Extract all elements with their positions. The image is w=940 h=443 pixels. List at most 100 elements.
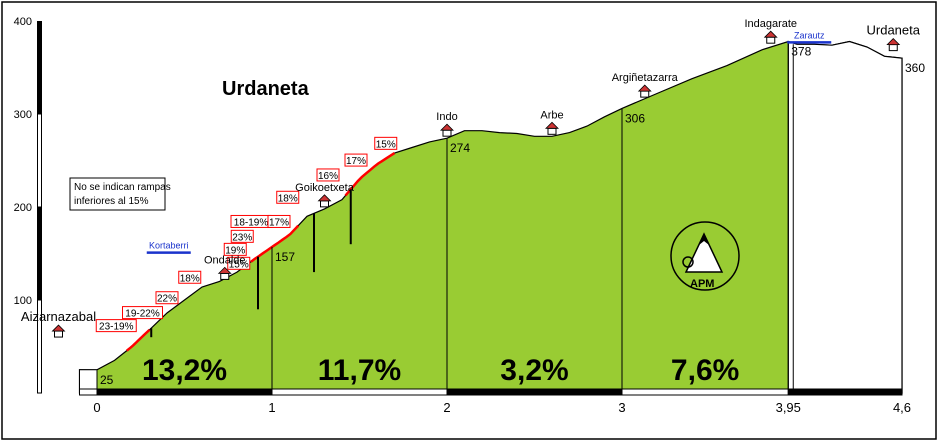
- ramp-label-box: [230, 229, 254, 243]
- ramp-label-text: 19%: [225, 245, 245, 256]
- ramp-label-box: [95, 319, 137, 333]
- place-marker: Goikoetxeta: [295, 182, 355, 208]
- place-name: Argiñetazarra: [612, 72, 679, 84]
- ramp-label-box: [155, 291, 179, 305]
- elevation-label: 25: [100, 373, 114, 387]
- x-scale-bar: [79, 388, 903, 396]
- house-roof-icon: [637, 84, 652, 92]
- x-tick-label: 3,95: [776, 400, 801, 415]
- ramp-label-text: 18-19%: [234, 217, 269, 228]
- ramp-label-text: 15%: [376, 139, 396, 150]
- house-roof-icon: [545, 121, 559, 129]
- place-marker: Indagarate: [744, 18, 797, 44]
- elevation-labels: 25 157 274 306 378 360: [100, 44, 925, 386]
- mountain-icon: [684, 232, 724, 273]
- direction-signs: Kortaberri Zarautz: [146, 30, 832, 254]
- steep-sections: [125, 152, 396, 352]
- elevation-label: 274: [450, 141, 470, 155]
- ramp-label-box: [223, 242, 247, 256]
- ramp-label-box: [122, 306, 163, 320]
- x-scale-segment: [787, 388, 903, 396]
- place-name: Indagarate: [744, 18, 797, 30]
- sign-label: Kortaberri: [149, 241, 189, 251]
- y-axis-ticks: 100 200 300 400: [14, 16, 32, 307]
- logo-circle: [670, 221, 740, 291]
- ramp-label: 18-19%: [230, 214, 272, 228]
- place-marker: Indo: [436, 111, 458, 137]
- note-box-border: [69, 177, 166, 211]
- direction-sign: Kortaberri: [146, 241, 191, 254]
- house-icon: [640, 90, 650, 98]
- ramp-label-box: [344, 153, 368, 167]
- house-icon: [220, 272, 230, 280]
- house-roof-icon: [317, 194, 332, 202]
- segment-gradient-label: 11,7%: [318, 354, 401, 387]
- elevation-label: 306: [625, 111, 645, 125]
- elevation-label: 360: [905, 61, 925, 75]
- ramp-label-box: [374, 136, 398, 150]
- ramp-label: 15%: [374, 136, 398, 150]
- place-marker: Ondalde: [204, 254, 246, 280]
- place-name: Ondalde: [204, 254, 246, 266]
- descent-area: [787, 40, 903, 394]
- y-tick-label: 400: [14, 16, 32, 28]
- ramp-label-box: [227, 256, 251, 270]
- place-marker: Aizarnazabal: [21, 309, 96, 338]
- place-name: Arbe: [540, 109, 563, 121]
- house-roof-icon: [217, 266, 232, 274]
- ramp-label-text: 18%: [278, 193, 298, 204]
- x-scale-segment: [446, 388, 623, 396]
- place-name: Urdaneta: [867, 23, 921, 38]
- note-box: No se indican rampas inferiores al 15%: [69, 177, 171, 211]
- ramp-label: 18%: [178, 270, 202, 284]
- house-icon: [888, 44, 898, 52]
- house-roof-icon: [886, 38, 901, 46]
- x-tick-label: 0: [93, 400, 100, 415]
- x-scale-segment: [96, 388, 273, 396]
- ramp-label: 17%: [267, 214, 291, 228]
- sign-label: Zarautz: [794, 30, 825, 40]
- x-tick-label: 4,6: [893, 400, 911, 415]
- apm-logo: APM: [670, 221, 740, 291]
- house-roof-icon: [763, 30, 778, 38]
- mountain-peak-icon: [699, 234, 709, 245]
- ramp-label: 23-19%: [95, 319, 137, 333]
- segment-gradient-label: 3,2%: [500, 354, 568, 387]
- logo-text: APM: [690, 278, 714, 290]
- ramp-label: 19-22%: [122, 306, 163, 320]
- ramp-label-box: [276, 190, 300, 204]
- x-scale-segment: [79, 388, 98, 396]
- y-tick-label: 300: [14, 109, 32, 121]
- note-line-2: inferiores al 15%: [74, 196, 149, 207]
- ramp-label-text: 23%: [232, 232, 252, 243]
- ramp-label-text: 18%: [180, 273, 200, 284]
- ramp-label-text: 17%: [346, 156, 366, 167]
- note-line-1: No se indican rampas: [74, 182, 171, 193]
- y-scale-segment: [37, 299, 42, 394]
- x-axis-ticks: 0 1 2 3 3,95 4,6: [93, 400, 911, 415]
- ramp-label-text: 19-22%: [125, 309, 160, 320]
- ramp-label-box: [316, 168, 340, 182]
- ramp-label-text: 17%: [269, 217, 289, 228]
- x-scale-segment: [271, 388, 448, 396]
- segment-gradient-label: 7,6%: [671, 354, 739, 387]
- x-tick-label: 2: [443, 400, 450, 415]
- x-scale-segment: [621, 388, 789, 396]
- y-scale-bar: [37, 21, 42, 394]
- ramp-label: 15%: [227, 256, 251, 270]
- km-divisions: [150, 41, 794, 393]
- place-name: Indo: [436, 111, 457, 123]
- elevation-label: 157: [275, 250, 295, 264]
- ramp-label-box: [267, 214, 291, 228]
- place-marker: Argiñetazarra: [612, 72, 679, 98]
- house-icon: [766, 36, 776, 44]
- ramp-label: 18%: [276, 190, 300, 204]
- elevation-label: 378: [791, 44, 811, 58]
- steep-line: [125, 328, 151, 352]
- segment-gradient-label: 13,2%: [142, 354, 227, 387]
- y-scale-segment: [37, 21, 42, 114]
- ramp-label-text: 22%: [157, 294, 177, 305]
- ramp-label: 22%: [155, 291, 179, 305]
- ramp-label: 19%: [223, 242, 247, 256]
